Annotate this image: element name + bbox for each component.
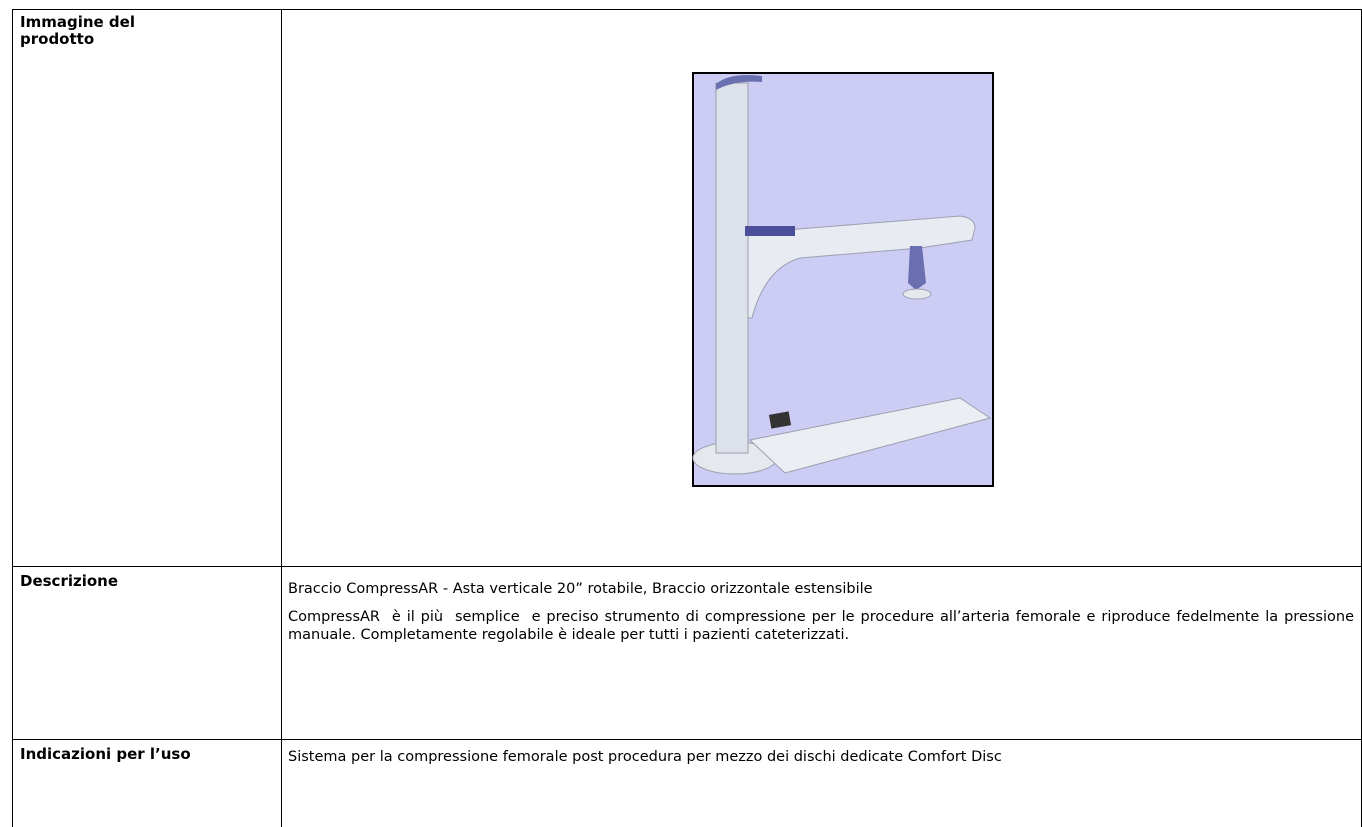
table-border <box>12 9 1362 10</box>
indications-cell: Sistema per la compressione femorale pos… <box>288 748 1354 776</box>
table-border <box>12 566 1362 567</box>
product-image <box>692 72 994 487</box>
table-border <box>12 9 13 827</box>
row-label: Immagine del prodotto <box>20 13 135 48</box>
paragraph: CompressAR è il più semplice e preciso s… <box>288 609 1359 643</box>
description-cell: Braccio CompressAR - Asta verticale 20” … <box>288 580 1354 654</box>
table-border <box>281 9 282 827</box>
row-label: Indicazioni per l’uso <box>20 745 191 763</box>
paragraph: Braccio CompressAR - Asta verticale 20” … <box>288 581 873 597</box>
table-border <box>12 739 1362 740</box>
paragraph: Sistema per la compressione femorale pos… <box>288 749 1002 765</box>
row-label: Descrizione <box>20 572 119 590</box>
